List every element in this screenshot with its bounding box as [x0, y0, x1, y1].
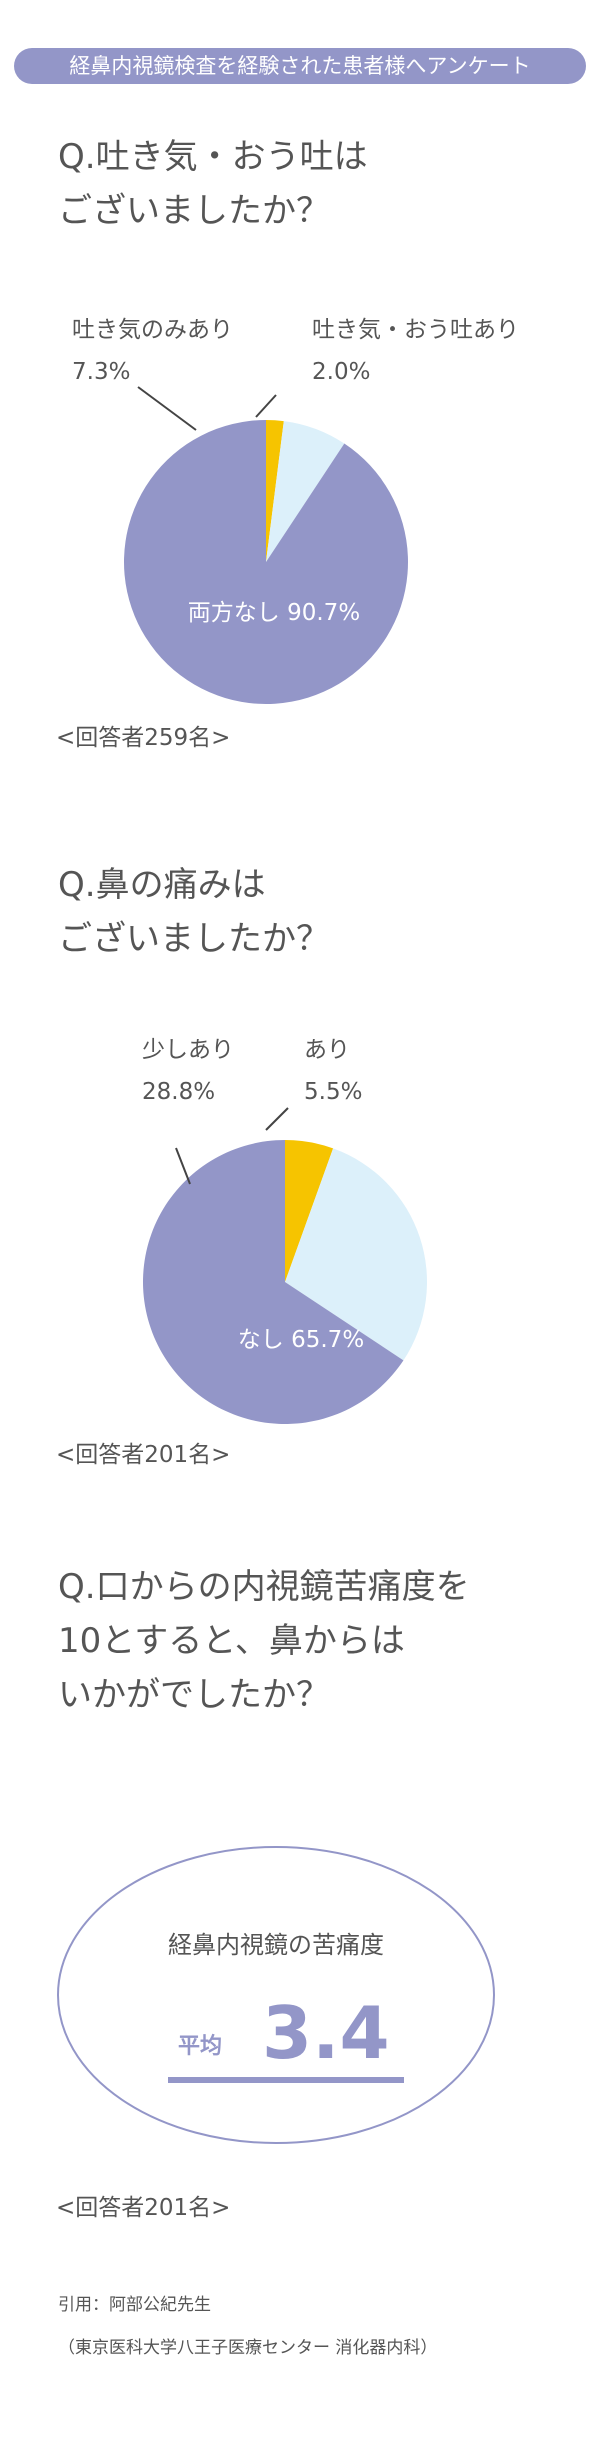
pie-leader-line [255, 394, 277, 418]
pie-slice-label: 吐き気・おう吐あり [312, 317, 519, 343]
pie-leader-line [137, 386, 197, 431]
question-2-title-line-1: Q.鼻の痛みは [58, 865, 266, 905]
pain-score-ellipse [57, 1846, 495, 2144]
pie-slice [285, 1148, 428, 1361]
question-3-title: Q.口からの内視鏡苦痛度を 10とすると、鼻からは いかがでしたか？ [58, 1560, 470, 1722]
question-3-title-line-1: Q.口からの内視鏡苦痛度を [58, 1567, 470, 1607]
pie-slice [123, 420, 408, 704]
question-1-title-line-2: ございましたか？ [58, 191, 330, 231]
pie-slice-value: 28.8% [142, 1079, 215, 1105]
average-underline [168, 2077, 404, 2083]
pie-slice-value: 2.0% [312, 359, 370, 385]
pie-slice-label: あり [304, 1037, 350, 1063]
question-3-respondents: <回答者201名> [56, 2195, 231, 2221]
average-value: 3.4 [262, 1991, 390, 2075]
pie-slice-inside-label: なし 65.7% [238, 1327, 364, 1353]
question-2-title: Q.鼻の痛みは ございましたか？ [58, 858, 330, 966]
pie-slice-value: 5.5% [304, 1079, 362, 1105]
citation-affiliation: （東京医科大学八王子医療センター 消化器内科） [58, 2338, 438, 2358]
question-1-title-line-1: Q.吐き気・おう吐は [58, 137, 368, 177]
question-3-title-line-3: いかがでしたか？ [58, 1675, 330, 1715]
average-label: 平均 [178, 2034, 223, 2059]
nausea-pie-chart: 吐き気のみあり 7.3% 吐き気・おう吐あり 2.0% 両方なし 90.7% [72, 317, 519, 704]
question-1-respondents: <回答者259名> [56, 725, 231, 751]
pain-score-card: 経鼻内視鏡の苦痛度 平均 3.4 [56, 1845, 496, 2145]
pie-slice-label: 少しあり [142, 1037, 234, 1063]
pie-slice [266, 420, 284, 562]
survey-header: 経鼻内視鏡検査を経験された患者様へアンケート [14, 48, 586, 84]
question-3-title-line-2: 10とすると、鼻からは [58, 1621, 405, 1661]
pie-slice [285, 1140, 334, 1282]
pie-leader-line [265, 1107, 289, 1131]
pie-slice [142, 1140, 404, 1424]
pie-slice-label: 吐き気のみあり [72, 317, 233, 343]
citation-source: 引用：阿部公紀先生 [58, 2295, 211, 2315]
nose-pain-pie-chart: 少しあり 28.8% あり 5.5% なし 65.7% [142, 1037, 428, 1424]
pie-leader-line [175, 1147, 191, 1185]
question-1-title: Q.吐き気・おう吐は ございましたか？ [58, 130, 368, 238]
pie-slice [266, 421, 345, 562]
pain-score-title: 経鼻内視鏡の苦痛度 [168, 1931, 384, 1959]
question-2-title-line-2: ございましたか？ [58, 919, 330, 959]
pie-slice-value: 7.3% [72, 359, 130, 385]
question-2-respondents: <回答者201名> [56, 1442, 231, 1468]
pie-slice-inside-label: 両方なし 90.7% [188, 600, 360, 626]
